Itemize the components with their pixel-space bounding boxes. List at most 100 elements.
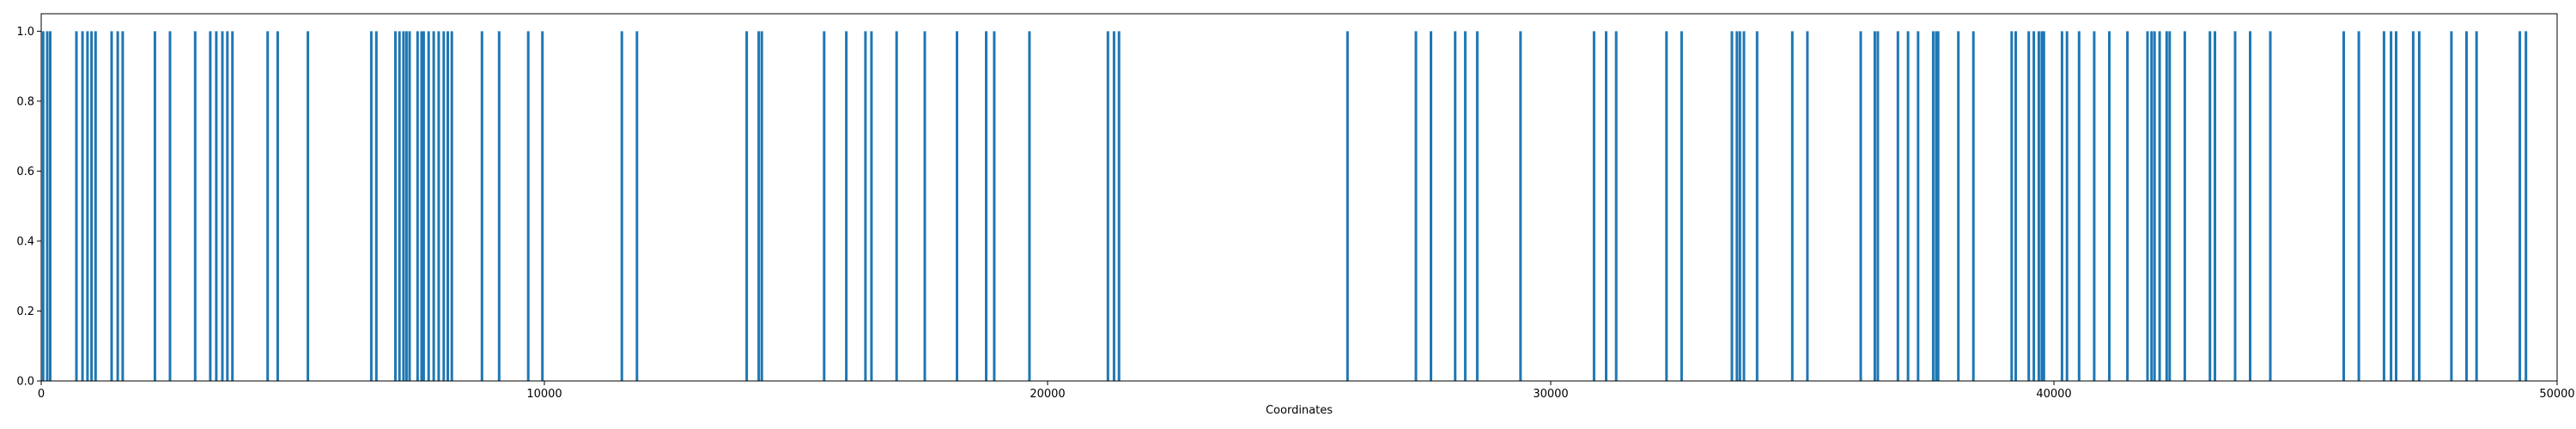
bar bbox=[2395, 31, 2397, 382]
bar bbox=[398, 31, 401, 382]
bar bbox=[823, 31, 826, 382]
x-tick-label: 50000 bbox=[2539, 388, 2574, 401]
bar bbox=[420, 31, 423, 382]
bar bbox=[1935, 31, 1938, 382]
bar bbox=[956, 31, 958, 382]
x-tick-label: 10000 bbox=[526, 388, 562, 401]
bar bbox=[75, 31, 78, 382]
bar bbox=[1430, 31, 1432, 382]
bar bbox=[404, 31, 408, 382]
bar bbox=[497, 31, 501, 382]
bar bbox=[1859, 31, 1862, 382]
bar bbox=[432, 31, 435, 382]
bar bbox=[369, 31, 373, 382]
bar bbox=[2214, 31, 2216, 382]
bar bbox=[1742, 31, 1746, 382]
bar bbox=[2014, 31, 2017, 382]
bar bbox=[2150, 31, 2154, 382]
bar bbox=[757, 31, 761, 382]
bars-group bbox=[41, 31, 2528, 382]
bar bbox=[2065, 31, 2069, 382]
bar bbox=[1519, 31, 1522, 382]
bar bbox=[90, 31, 94, 382]
bar bbox=[993, 31, 996, 382]
bar bbox=[2168, 31, 2172, 382]
bar bbox=[402, 31, 405, 382]
bar bbox=[1028, 31, 1031, 382]
bar bbox=[1931, 31, 1935, 382]
bar bbox=[1730, 31, 1734, 382]
bar bbox=[2040, 31, 2044, 382]
bar bbox=[86, 31, 89, 382]
bar bbox=[541, 31, 544, 382]
bar bbox=[1680, 31, 1683, 382]
bar bbox=[526, 31, 530, 382]
bar bbox=[168, 31, 172, 382]
bar bbox=[447, 31, 449, 382]
bar bbox=[307, 31, 310, 382]
bar bbox=[923, 31, 927, 382]
y-tick-label: 0.4 bbox=[16, 235, 34, 248]
bar bbox=[1755, 31, 1759, 382]
bar bbox=[1738, 31, 1741, 382]
bar bbox=[2165, 31, 2168, 382]
bar bbox=[121, 31, 125, 382]
bar bbox=[845, 31, 848, 382]
bar bbox=[2465, 31, 2468, 382]
bar bbox=[422, 31, 425, 382]
plot-frame bbox=[40, 13, 2558, 382]
bar bbox=[2342, 31, 2345, 382]
bar bbox=[2183, 31, 2186, 382]
bar bbox=[1665, 31, 1668, 382]
bar bbox=[442, 31, 446, 382]
bar bbox=[1790, 31, 1794, 382]
bar bbox=[1475, 31, 1479, 382]
bar bbox=[864, 31, 867, 382]
bar bbox=[116, 31, 119, 382]
bar bbox=[1735, 31, 1739, 382]
x-tick-label: 20000 bbox=[1030, 388, 1065, 401]
y-axis-ticks: 0.0 0.2 0.4 0.6 0.8 1.0 bbox=[16, 26, 41, 389]
bar bbox=[1112, 31, 1115, 382]
bar bbox=[1614, 31, 1618, 382]
bar bbox=[2357, 31, 2360, 382]
bar bbox=[2524, 31, 2528, 382]
bar bbox=[2077, 31, 2081, 382]
bar bbox=[1592, 31, 1595, 382]
bar bbox=[2382, 31, 2385, 382]
bar bbox=[1454, 31, 1457, 382]
bar bbox=[94, 31, 97, 382]
bar bbox=[1605, 31, 1607, 382]
bar bbox=[480, 31, 483, 382]
bar bbox=[1806, 31, 1809, 382]
bar bbox=[2158, 31, 2161, 382]
bar bbox=[215, 31, 218, 382]
x-tick-label: 0 bbox=[38, 388, 45, 401]
bar bbox=[2093, 31, 2096, 382]
bar bbox=[266, 31, 270, 382]
bar bbox=[1117, 31, 1121, 382]
bar bbox=[2027, 31, 2031, 382]
bar bbox=[1896, 31, 1899, 382]
bar bbox=[1906, 31, 1910, 382]
bar bbox=[2233, 31, 2237, 382]
bar bbox=[2037, 31, 2040, 382]
bar bbox=[2411, 31, 2415, 382]
bar bbox=[1346, 31, 1349, 382]
bar bbox=[427, 31, 430, 382]
bar bbox=[153, 31, 156, 382]
bar bbox=[2475, 31, 2478, 382]
bar bbox=[1917, 31, 1920, 382]
bar bbox=[2042, 31, 2045, 382]
bar bbox=[226, 31, 229, 382]
bar bbox=[437, 31, 440, 382]
bar bbox=[2153, 31, 2156, 382]
bar bbox=[221, 31, 224, 382]
bar bbox=[870, 31, 873, 382]
x-tick-label: 40000 bbox=[2036, 388, 2071, 401]
bar bbox=[276, 31, 279, 382]
y-tick-label: 0.6 bbox=[16, 166, 34, 178]
bar bbox=[895, 31, 898, 382]
bar bbox=[1936, 31, 1940, 382]
